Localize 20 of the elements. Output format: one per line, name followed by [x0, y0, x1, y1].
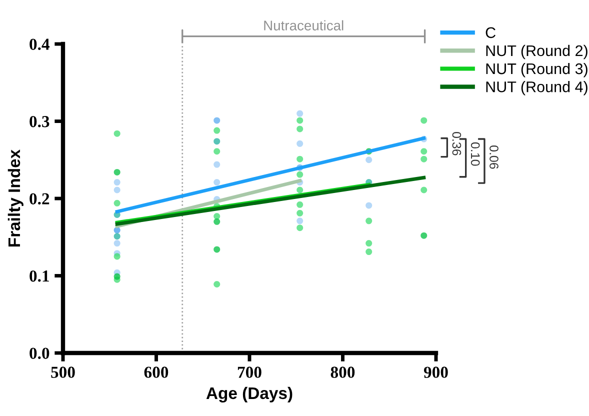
y-tick-label: 0.3 [30, 116, 50, 128]
y-axis-title: Frailty Index [8, 150, 24, 246]
y-tick-label: 0.4 [30, 38, 50, 50]
x-tick-label: 800 [330, 366, 355, 378]
text: 0.10 [470, 142, 480, 166]
legend-label: NUT (Round 4) [486, 81, 588, 96]
legend-label: NUT (Round 3) [486, 62, 588, 78]
text: 0.06 [490, 145, 498, 169]
text: 0.36 [452, 132, 462, 156]
y-tick-label: 0.2 [30, 193, 50, 205]
x-tick-label: 500 [51, 366, 75, 378]
y-tick-label: 0.0 [30, 348, 50, 360]
x-tick-label: 900 [424, 366, 448, 378]
x-tick-label: 700 [238, 366, 262, 378]
x-tick-label: 600 [144, 366, 168, 378]
text: Nutraceutical [264, 20, 344, 30]
y-tick-label: 0.1 [30, 270, 49, 282]
legend-label: NUT (Round 2) [486, 44, 588, 60]
legend-label: C [486, 27, 496, 38]
x-axis-title: Age (Days) [206, 386, 292, 402]
